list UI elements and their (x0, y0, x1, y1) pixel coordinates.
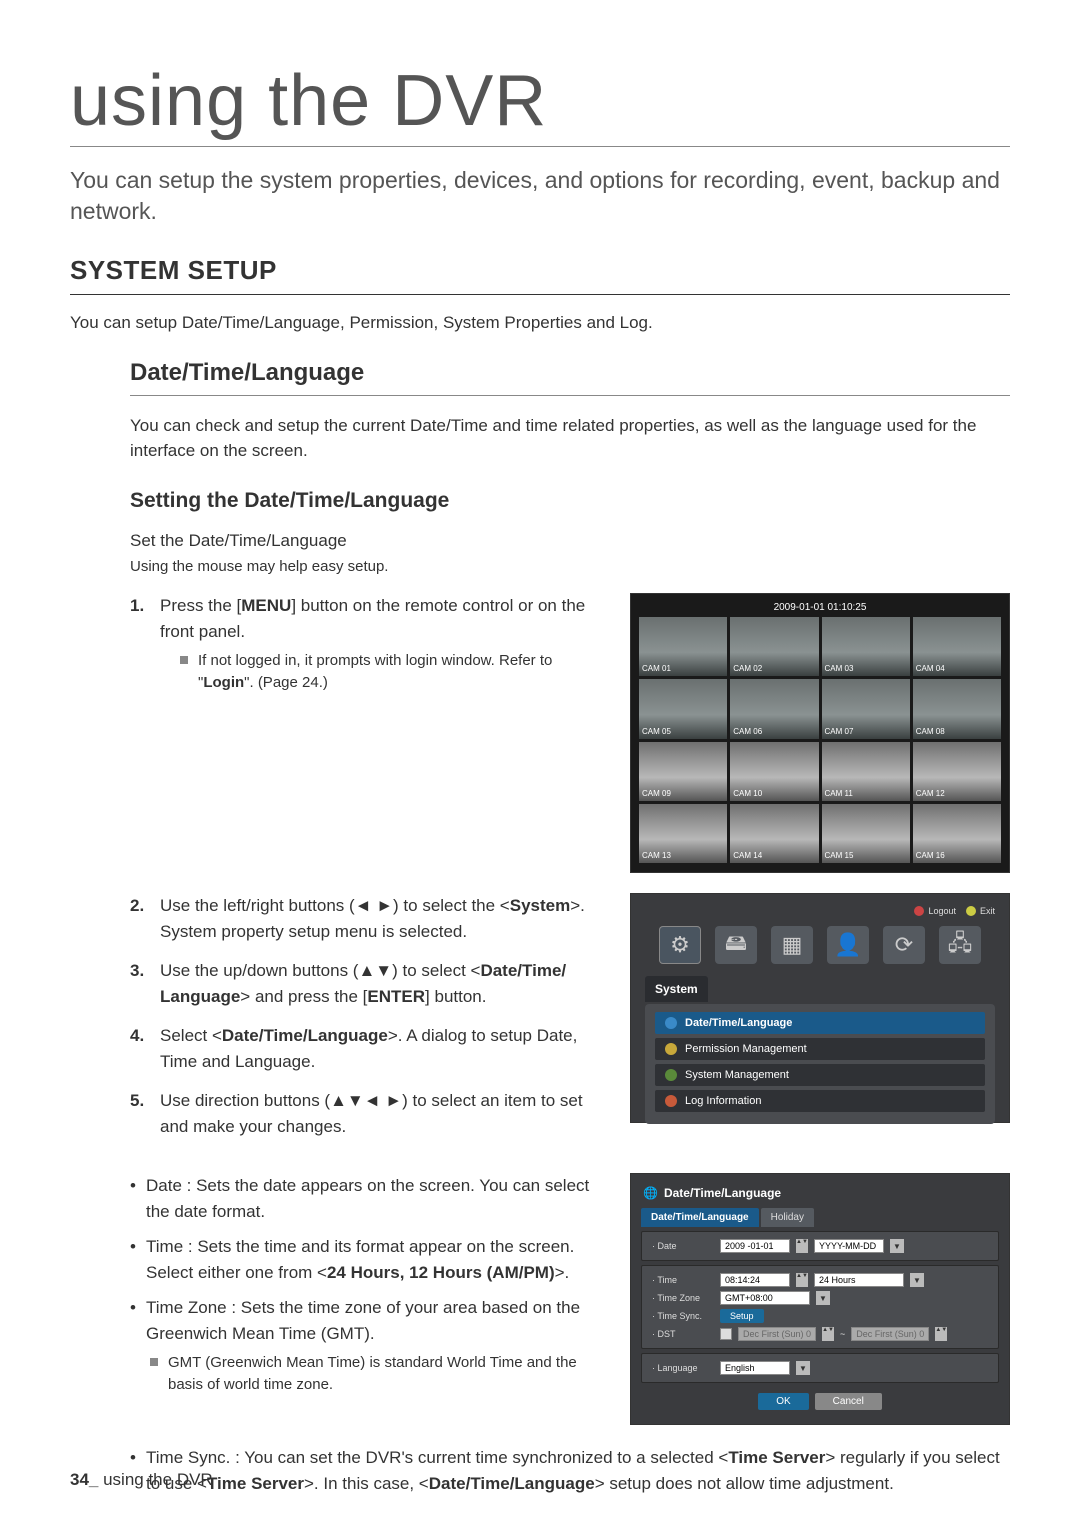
camera-cell: CAM 15 (822, 804, 910, 863)
sub2-desc: Set the Date/Time/Language (130, 529, 1010, 554)
camera-cell: CAM 07 (822, 679, 910, 738)
dialog-title: 🌐Date/Time/Language (641, 1182, 999, 1208)
ok-button[interactable]: OK (758, 1393, 808, 1410)
step-number: 3. (130, 958, 152, 1009)
camera-cell: CAM 09 (639, 742, 727, 801)
camera-cell: CAM 03 (822, 617, 910, 676)
note-bullet-icon (150, 1358, 158, 1366)
dropdown-icon[interactable]: ▼ (796, 1361, 810, 1375)
tab-date-time-language[interactable]: Date/Time/Language (641, 1208, 759, 1227)
label-dst: · DST (652, 1329, 714, 1339)
menu-item[interactable]: Log Information (655, 1090, 985, 1112)
logout-button[interactable]: Logout (914, 906, 956, 916)
camera-cell: CAM 13 (639, 804, 727, 863)
menu-item-label: Date/Time/Language (685, 1017, 792, 1029)
subsection-desc: You can check and setup the current Date… (130, 414, 1010, 463)
sub2-title: Setting the Date/Time/Language (130, 489, 1010, 513)
bullet-timesync: Time Sync. : You can set the DVR's curre… (130, 1445, 1010, 1496)
menu-item[interactable]: System Management (655, 1064, 985, 1086)
note-bullet-icon (180, 656, 188, 664)
label-timezone: · Time Zone (652, 1293, 714, 1303)
camera-cell: CAM 01 (639, 617, 727, 676)
date-format-select[interactable]: YYYY-MM-DD (814, 1239, 884, 1253)
timesync-setup-button[interactable]: Setup (720, 1309, 764, 1323)
menu-item-label: Log Information (685, 1095, 761, 1107)
menu-item[interactable]: Date/Time/Language (655, 1012, 985, 1034)
step-5: Use direction buttons (▲▼◄ ►) to select … (160, 1088, 606, 1139)
camera-cell: CAM 08 (913, 679, 1001, 738)
backup-icon[interactable]: ⟳ (883, 926, 925, 964)
network-icon[interactable]: 🖧 (939, 926, 981, 964)
step-1: Press the [MENU] button on the remote co… (160, 593, 606, 694)
section-desc: You can setup Date/Time/Language, Permis… (70, 313, 1010, 333)
camera-cell: CAM 12 (913, 742, 1001, 801)
dropdown-icon[interactable]: ▼ (816, 1291, 830, 1305)
menu-item-icon (665, 1095, 677, 1107)
bullet-date: Date : Sets the date appears on the scre… (130, 1173, 606, 1224)
record-icon[interactable]: ▦ (771, 926, 813, 964)
menu-item[interactable]: Permission Management (655, 1038, 985, 1060)
step-2: Use the left/right buttons (◄ ►) to sele… (160, 893, 606, 944)
step-number: 5. (130, 1088, 152, 1139)
time-format-select[interactable]: 24 Hours (814, 1273, 904, 1287)
camera-cell: CAM 04 (913, 617, 1001, 676)
camera-cell: CAM 05 (639, 679, 727, 738)
page-footer: 34_ using the DVR (70, 1470, 213, 1490)
label-timesync: · Time Sync. (652, 1311, 714, 1321)
step-number: 4. (130, 1023, 152, 1074)
figure-camera-grid: 2009-01-01 01:10:25 CAM 01CAM 02CAM 03CA… (630, 593, 1010, 873)
camera-cell: CAM 11 (822, 742, 910, 801)
dropdown-icon[interactable]: ▼ (910, 1273, 924, 1287)
camera-cell: CAM 02 (730, 617, 818, 676)
step-3: Use the up/down buttons (▲▼) to select <… (160, 958, 606, 1009)
dropdown-icon[interactable]: ▼ (890, 1239, 904, 1253)
dst-spinner[interactable]: ▲▼ (822, 1327, 834, 1341)
time-field[interactable]: 08:14:24 (720, 1273, 790, 1287)
bullet-timezone: Time Zone : Sets the time zone of your a… (130, 1295, 606, 1396)
exit-button[interactable]: Exit (966, 906, 995, 916)
camera-timestamp: 2009-01-01 01:10:25 (639, 602, 1001, 613)
cancel-button[interactable]: Cancel (815, 1393, 882, 1410)
sub2-note: Using the mouse may help easy setup. (130, 558, 1010, 575)
dst-checkbox[interactable] (720, 1328, 732, 1340)
step-number: 1. (130, 593, 152, 694)
menu-item-icon (665, 1069, 677, 1081)
dst-end-field: Dec First (Sun) 0 (851, 1327, 929, 1341)
menu-item-label: System Management (685, 1069, 789, 1081)
dst-start-field: Dec First (Sun) 0 (738, 1327, 816, 1341)
tab-holiday[interactable]: Holiday (761, 1208, 814, 1227)
menu-section-label: System (645, 976, 708, 1002)
page-title: using the DVR (70, 60, 1010, 147)
camera-cell: CAM 10 (730, 742, 818, 801)
camera-cell: CAM 06 (730, 679, 818, 738)
language-select[interactable]: English (720, 1361, 790, 1375)
figure-system-menu: Logout Exit ⚙ 🖴 ▦ 👤 ⟳ 🖧 System Date/Time… (630, 893, 1010, 1123)
dst-spinner[interactable]: ▲▼ (935, 1327, 947, 1341)
menu-item-label: Permission Management (685, 1043, 807, 1055)
step-1-note: If not logged in, it prompts with login … (198, 650, 606, 694)
label-date: · Date (652, 1241, 714, 1251)
timezone-select[interactable]: GMT+08:00 (720, 1291, 810, 1305)
timezone-note: GMT (Greenwich Mean Time) is standard Wo… (168, 1352, 606, 1396)
menu-item-icon (665, 1017, 677, 1029)
menu-item-icon (665, 1043, 677, 1055)
device-icon[interactable]: 🖴 (715, 926, 757, 964)
date-spinner[interactable]: ▲▼ (796, 1239, 808, 1253)
camera-cell: CAM 16 (913, 804, 1001, 863)
label-language: · Language (652, 1363, 714, 1373)
label-time: · Time (652, 1275, 714, 1285)
section-title: SYSTEM SETUP (70, 255, 1010, 295)
bullet-time: Time : Sets the time and its format appe… (130, 1234, 606, 1285)
figure-date-time-dialog: 🌐Date/Time/Language Date/Time/Language H… (630, 1173, 1010, 1425)
date-field[interactable]: 2009 -01-01 (720, 1239, 790, 1253)
step-4: Select <Date/Time/Language>. A dialog to… (160, 1023, 606, 1074)
step-number: 2. (130, 893, 152, 944)
event-icon[interactable]: 👤 (827, 926, 869, 964)
system-icon[interactable]: ⚙ (659, 926, 701, 964)
subsection-title: Date/Time/Language (130, 359, 1010, 396)
intro-text: You can setup the system properties, dev… (70, 165, 1010, 227)
time-spinner[interactable]: ▲▼ (796, 1273, 808, 1287)
camera-cell: CAM 14 (730, 804, 818, 863)
